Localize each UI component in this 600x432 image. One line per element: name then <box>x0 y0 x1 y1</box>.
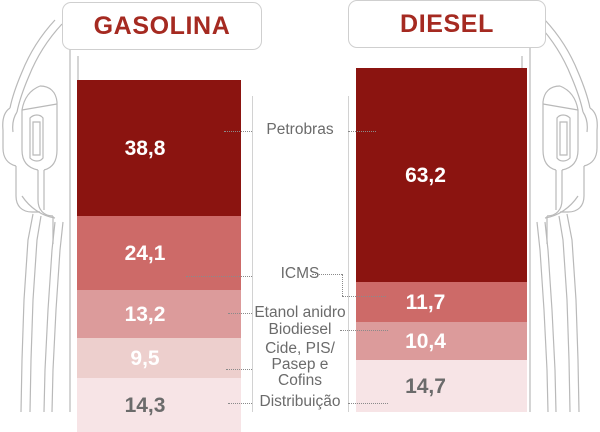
fuel-pump-nozzle-right-icon <box>516 0 600 412</box>
diesel-segment-icms: 11,7 <box>356 282 527 322</box>
label-biodiesel: Biodiesel <box>268 321 332 338</box>
diesel-value-petrobras: 63,2 <box>405 163 446 187</box>
connector-distribuicao-left <box>228 403 252 404</box>
label-cide-line-1: Cide, PIS/ <box>265 340 335 357</box>
label-cide-line-3: Cofins <box>278 371 322 389</box>
diesel-value-biodiesel: 10,4 <box>405 329 446 353</box>
diesel-value-icms: 11,7 <box>405 290 446 314</box>
gasolina-segment-cide-pis-pasep-cofins: 9,5 <box>77 338 241 378</box>
label-petrobras: Petrobras <box>266 121 334 138</box>
connector-icms-right-upper <box>312 274 342 275</box>
gasolina-title-plate: GASOLINA <box>62 2 262 50</box>
connector-icms-right-lower <box>342 296 386 297</box>
gasolina-value-distribuicao: 14,3 <box>124 393 166 417</box>
connector-icms-right-drop <box>342 274 343 296</box>
diesel-title: DIESEL <box>400 9 494 38</box>
label-etanol-anidro: Etanol anidro <box>254 304 346 321</box>
diesel-segment-biodiesel: 10,4 <box>356 322 527 360</box>
gasolina-segment-etanol-anidro: 13,2 <box>77 290 241 338</box>
diesel-stacked-bar: 63,2 11,7 10,4 14,7 <box>356 68 527 412</box>
connector-petrobras-right <box>348 131 376 132</box>
gasolina-segment-petrobras: 38,8 <box>77 80 241 216</box>
diesel-value-distribuicao: 14,7 <box>405 374 446 398</box>
gasolina-value-cide-pis-pasep-cofins: 9,5 <box>130 346 160 370</box>
gasolina-stacked-bar: 38,8 24,1 13,2 9,5 14,3 <box>77 80 241 432</box>
connector-biodiesel-right <box>340 330 388 331</box>
connector-petrobras-left <box>224 131 252 132</box>
connector-distribuicao-right <box>348 403 388 404</box>
gasolina-value-icms: 24,1 <box>124 241 166 265</box>
gasolina-value-etanol-anidro: 13,2 <box>124 302 166 326</box>
gasolina-segment-icms: 24,1 <box>77 216 241 290</box>
diesel-segment-distribuicao: 14,7 <box>356 360 527 412</box>
label-cide-pis-pasep-cofins: Cide, PIS/ Pasep e Cofins <box>250 341 350 388</box>
label-cide-line-2: Pasep e <box>271 355 329 373</box>
connector-icms-left <box>186 276 252 277</box>
connector-cide-left <box>226 369 252 370</box>
label-distribuicao: Distribuição <box>259 393 341 410</box>
gasolina-segment-distribuicao: 14,3 <box>77 378 241 432</box>
diesel-segment-petrobras: 63,2 <box>356 68 527 282</box>
divider-line-left <box>252 96 253 412</box>
connector-etanol-anidro-left <box>228 313 252 314</box>
gasolina-title: GASOLINA <box>93 11 231 40</box>
divider-line-right <box>348 96 349 412</box>
label-icms: ICMS <box>280 265 320 282</box>
diesel-title-plate: DIESEL <box>348 0 546 48</box>
gasolina-value-petrobras: 38,8 <box>124 136 166 160</box>
